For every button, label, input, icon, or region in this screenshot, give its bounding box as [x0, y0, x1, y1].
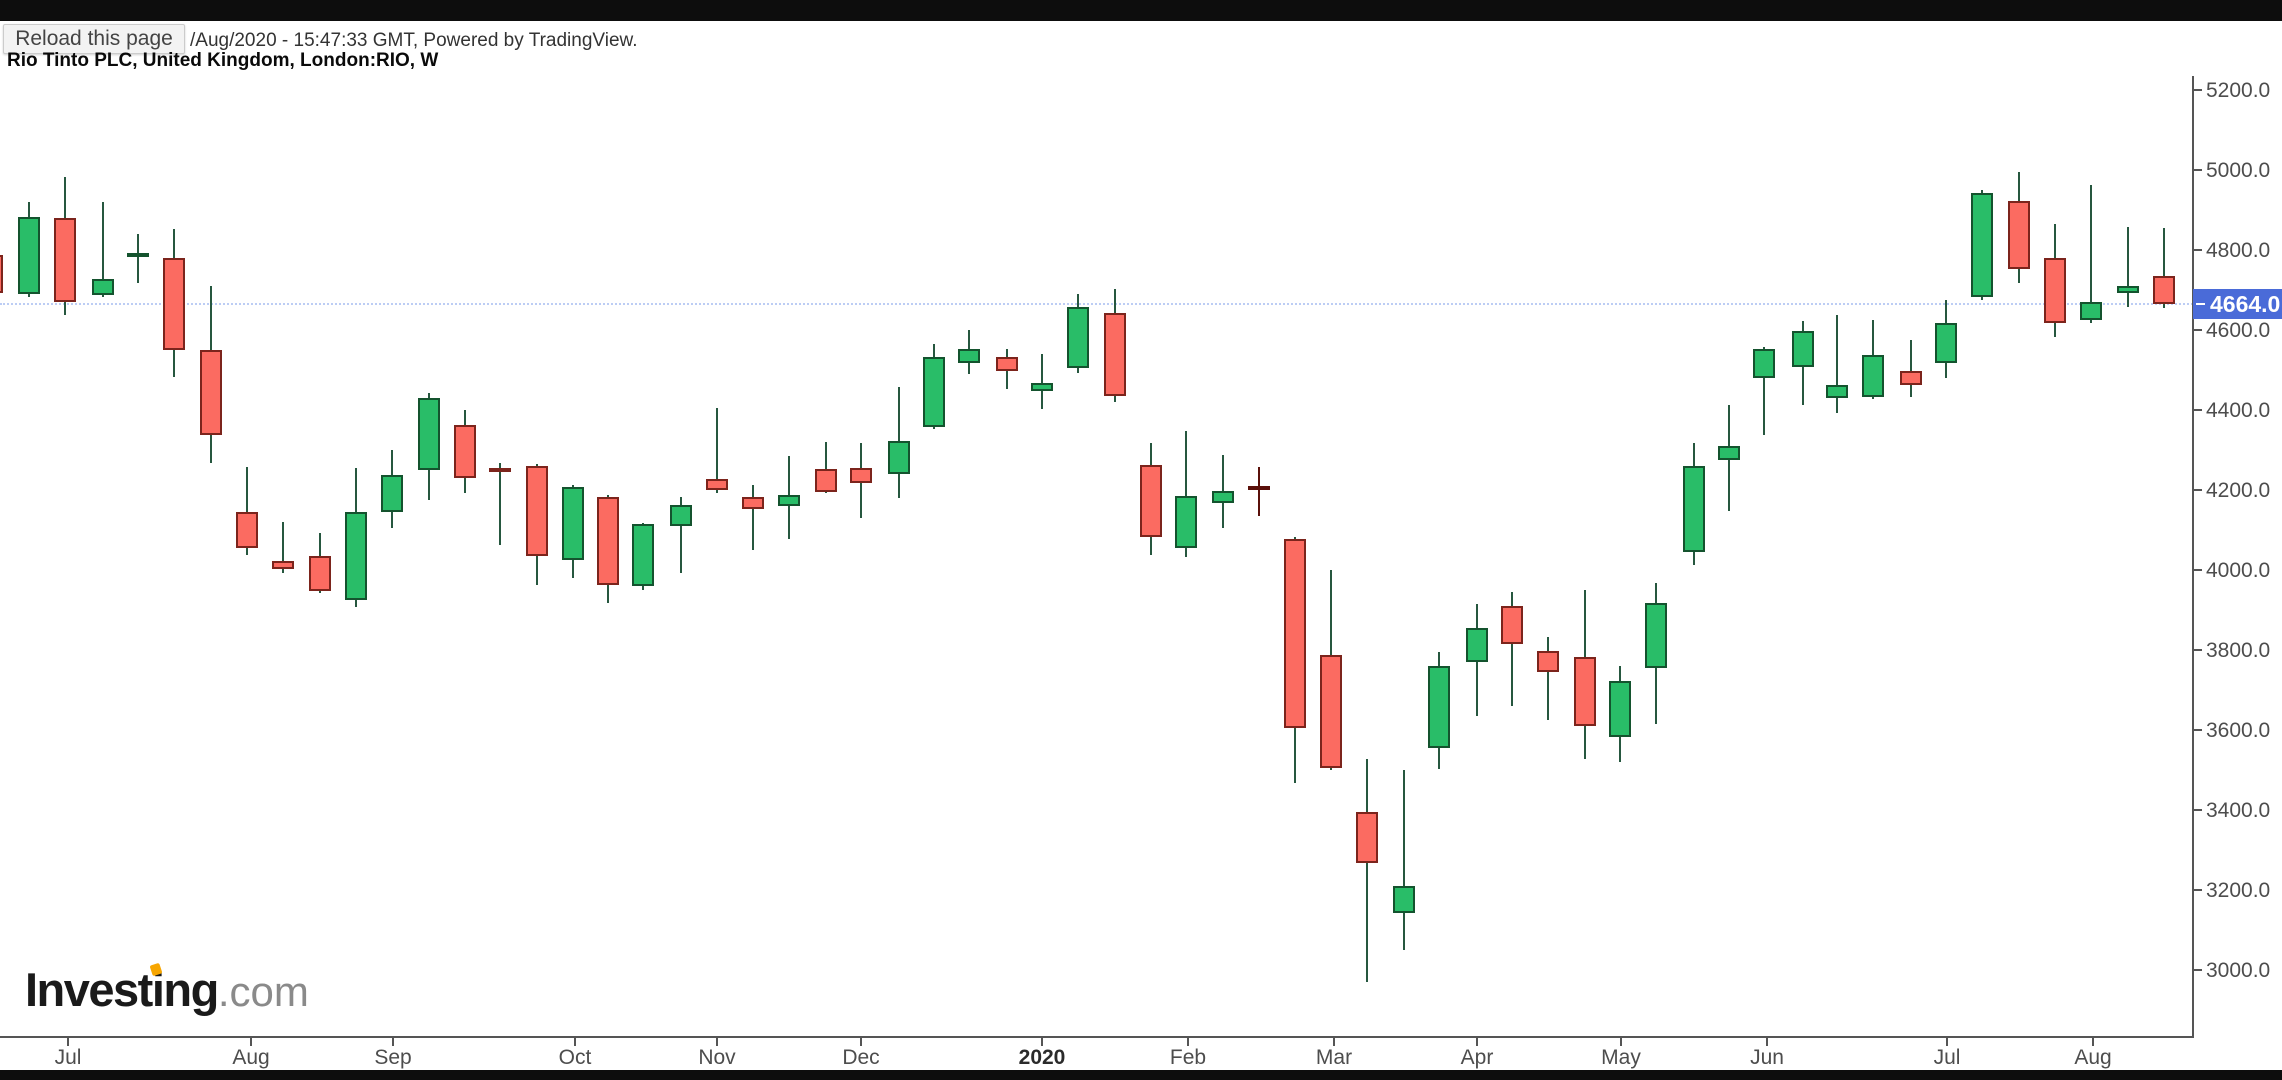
- month-label: Aug: [232, 1046, 270, 1069]
- price-tick: [2193, 729, 2202, 731]
- month-label: 2020: [1018, 1046, 1066, 1069]
- bottom-black-bar: [0, 1070, 2282, 1080]
- month-label: Oct: [558, 1046, 592, 1069]
- month-tick: [1946, 1038, 1948, 1046]
- price-tick-label: 4800.0: [2206, 239, 2271, 262]
- price-tick: [2193, 409, 2202, 411]
- top-black-bar: [0, 0, 2282, 21]
- month-tick: [1333, 1038, 1335, 1046]
- month-tick: [1620, 1038, 1622, 1046]
- price-tick-label: 5200.0: [2206, 79, 2271, 102]
- month-label: Aug: [2074, 1046, 2112, 1069]
- investing-logo[interactable]: Investing.com: [25, 962, 309, 1017]
- last-price-line: [0, 303, 2193, 306]
- price-axis-line: [2192, 76, 2194, 1038]
- price-tick: [2193, 249, 2202, 251]
- price-tick: [2193, 969, 2202, 971]
- month-tick: [716, 1038, 718, 1046]
- month-tick: [1476, 1038, 1478, 1046]
- price-tick-label: 4600.0: [2206, 319, 2271, 342]
- price-tick-label: 5000.0: [2206, 159, 2271, 182]
- price-tick-label: 3600.0: [2206, 719, 2271, 742]
- price-tick: [2193, 569, 2202, 571]
- month-tick: [1187, 1038, 1189, 1046]
- chart-date-attribution: /Aug/2020 - 15:47:33 GMT, Powered by Tra…: [190, 30, 638, 51]
- reload-page-button[interactable]: Reload this page: [3, 24, 185, 54]
- candlestick-plot[interactable]: Investing.com: [0, 0, 2193, 1080]
- month-label: Feb: [1169, 1046, 1207, 1069]
- price-tick-label: 3000.0: [2206, 959, 2271, 982]
- time-axis-line: [0, 1036, 2194, 1038]
- month-label: Nov: [698, 1046, 736, 1069]
- price-tick: [2193, 809, 2202, 811]
- logo-com-suffix: .com: [217, 968, 309, 1015]
- price-tick-label: 3800.0: [2206, 639, 2271, 662]
- symbol-title: Rio Tinto PLC, United Kingdom, London:RI…: [7, 50, 439, 71]
- price-tick: [2193, 89, 2202, 91]
- month-tick: [860, 1038, 862, 1046]
- last-price-value: 4664.0: [2210, 291, 2281, 318]
- price-tick-label: 3200.0: [2206, 879, 2271, 902]
- month-label: May: [1601, 1046, 1641, 1069]
- month-label: Jul: [1933, 1046, 1961, 1069]
- month-label: Jul: [54, 1046, 82, 1069]
- price-tick: [2193, 489, 2202, 491]
- price-tick: [2193, 329, 2202, 331]
- price-tick-label: 4000.0: [2206, 559, 2271, 582]
- logo-text-part2: ng: [163, 963, 219, 1016]
- month-label: Dec: [842, 1046, 880, 1069]
- price-tick: [2193, 889, 2202, 891]
- month-tick: [392, 1038, 394, 1046]
- month-label: Apr: [1460, 1046, 1494, 1069]
- badge-tick-dash: [2196, 303, 2205, 306]
- month-tick: [250, 1038, 252, 1046]
- last-price-badge: 4664.0: [2193, 289, 2282, 320]
- price-tick: [2193, 169, 2202, 171]
- month-tick: [1041, 1038, 1043, 1046]
- logo-text: Investing: [25, 963, 219, 1016]
- price-tick: [2193, 649, 2202, 651]
- month-tick: [2092, 1038, 2094, 1046]
- month-label: Mar: [1315, 1046, 1353, 1069]
- price-tick-label: 3400.0: [2206, 799, 2271, 822]
- month-tick: [67, 1038, 69, 1046]
- logo-text-part1: Invest: [25, 963, 153, 1016]
- month-tick: [574, 1038, 576, 1046]
- month-tick: [1766, 1038, 1768, 1046]
- price-tick-label: 4400.0: [2206, 399, 2271, 422]
- month-label: Sep: [374, 1046, 412, 1069]
- month-label: Jun: [1750, 1046, 1784, 1069]
- logo-i-dot: i: [151, 963, 165, 1016]
- price-tick-label: 4200.0: [2206, 479, 2271, 502]
